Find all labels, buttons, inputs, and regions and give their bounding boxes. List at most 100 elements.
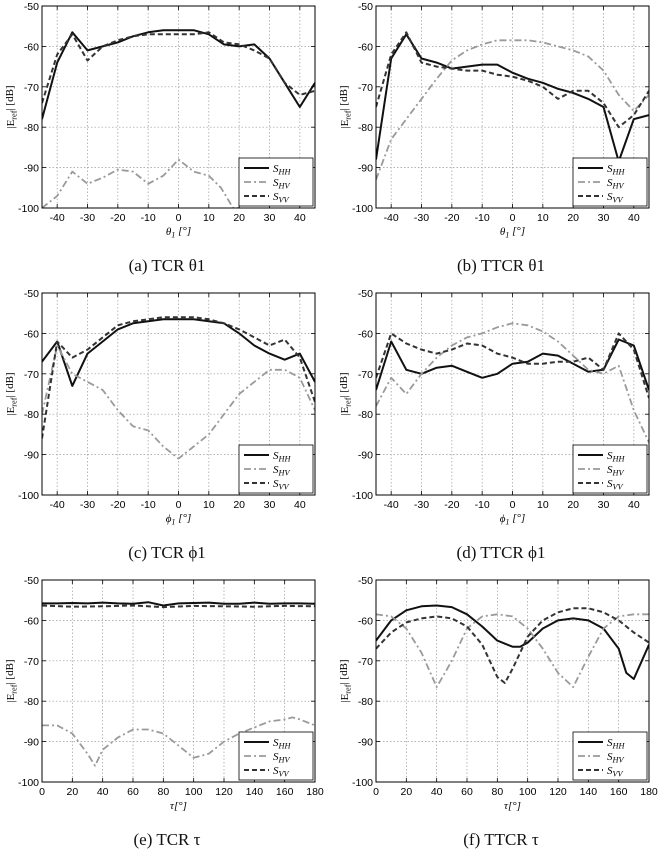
y-tick-label: -60	[24, 41, 39, 53]
x-tick-label: -10	[475, 499, 490, 511]
legend-label-s-hv: SHV	[607, 177, 624, 190]
caption-b: (b) TTCR θ1	[456, 256, 546, 275]
legend-label-s-hh: SHH	[607, 163, 625, 176]
series-line-s-hh	[42, 29, 315, 120]
x-tick-label: 40	[97, 786, 109, 798]
x-tick-label: 10	[537, 499, 549, 511]
y-tick-label: -50	[358, 575, 373, 587]
x-tick-label: 40	[294, 212, 306, 224]
y-tick-label: -70	[24, 369, 39, 381]
y-tick-label: -50	[24, 1, 39, 13]
series-line-s-hv	[42, 344, 315, 460]
plot-d: -40 -30 -20 -10 0 10 20 30 40-100-90-80-70-60-50…	[338, 288, 650, 526]
x-tick-label: -40	[50, 212, 65, 224]
caption-f: (f) TTCR τ	[463, 830, 539, 849]
caption-e: (e) TCR τ	[133, 830, 201, 849]
panel-c: -40 -30 -20 -10 0 10 20 30 40 -100 -90 -80 -70 -60 -50…	[0, 287, 334, 574]
x-tick-label: 40	[294, 499, 306, 511]
y-tick-label: -80	[24, 409, 39, 421]
plot-c: -40 -30 -20 -10 0 10 20 30 40-100-90-80-70-60-50…	[4, 288, 316, 526]
y-tick-label: -60	[24, 328, 39, 340]
series-line-s-vv	[42, 316, 315, 439]
plot-a: -40 -30 -20 -10 0 10 20 30 40-100-90-80-70-60-50…	[4, 1, 316, 239]
x-tick-label: 160	[610, 786, 628, 798]
y-tick-label: -50	[24, 288, 39, 300]
x-tick-label: -40	[50, 499, 65, 511]
legend-label-s-vv: SVV	[273, 191, 290, 204]
x-axis-label: θ1 [°]	[166, 225, 191, 239]
legend-box	[572, 444, 648, 494]
y-tick-label: -90	[358, 737, 373, 749]
x-tick-label: -30	[80, 499, 95, 511]
y-axis-label: |Eref| [dB]	[338, 85, 352, 128]
series-line-s-hh	[42, 318, 315, 387]
legend-box	[238, 444, 314, 494]
x-tick-label: 60	[127, 786, 139, 798]
series-line-s-hh	[376, 604, 649, 680]
x-axis-label: τ[°]	[504, 800, 521, 812]
x-tick-label: -10	[475, 212, 490, 224]
y-axis-label: |Eref| [dB]	[4, 372, 18, 415]
series-line-s-hh	[42, 601, 315, 607]
legend-label-s-hv: SHV	[273, 464, 290, 477]
panel-b: -40 -30 -20 -10 0 10 20 30 40 -100 -90 -80 -70 -60 -50…	[334, 0, 668, 287]
x-tick-label: 0	[39, 786, 45, 798]
x-tick-label: -20	[444, 212, 459, 224]
y-tick-label: -100	[18, 777, 39, 789]
x-tick-label: 10	[203, 212, 215, 224]
legend-label-s-hv: SHV	[273, 177, 290, 190]
x-tick-label: -30	[414, 499, 429, 511]
x-tick-label: 0	[510, 212, 516, 224]
x-tick-label: 140	[246, 786, 264, 798]
x-tick-label: 120	[215, 786, 233, 798]
legend-label-s-hv: SHV	[607, 464, 624, 477]
y-axis-label: |Eref| [dB]	[338, 659, 352, 702]
x-tick-label: 30	[264, 212, 276, 224]
x-tick-label: 0	[176, 212, 182, 224]
x-tick-label: 30	[598, 499, 610, 511]
series-line-s-vv	[376, 607, 649, 684]
x-tick-label: 10	[203, 499, 215, 511]
y-tick-label: -70	[358, 369, 373, 381]
x-tick-label: 100	[185, 786, 203, 798]
series-line-s-hv	[376, 613, 649, 688]
y-tick-label: -80	[358, 696, 373, 708]
x-tick-label: 40	[628, 212, 640, 224]
series-line-s-vv	[42, 604, 315, 609]
caption-c: (c) TCR ϕ1	[128, 543, 206, 562]
x-tick-label: 60	[461, 786, 473, 798]
x-tick-label: 20	[233, 499, 245, 511]
y-tick-label: -90	[358, 450, 373, 462]
y-tick-label: -80	[358, 122, 373, 134]
y-tick-label: -90	[358, 163, 373, 175]
y-tick-label: -80	[24, 696, 39, 708]
y-tick-label: -50	[358, 288, 373, 300]
x-tick-label: 160	[276, 786, 294, 798]
series-line-s-hh	[376, 33, 649, 163]
series-line-s-hv	[376, 39, 649, 181]
y-tick-label: -90	[24, 737, 39, 749]
legend-label-s-hv: SHV	[273, 751, 290, 764]
legend-label-s-vv: SVV	[273, 765, 290, 778]
legend-label-s-hv: SHV	[607, 751, 624, 764]
x-tick-label: -20	[110, 212, 125, 224]
y-tick-label: -70	[24, 656, 39, 668]
x-tick-label: 30	[598, 212, 610, 224]
x-axis-label: τ[°]	[170, 800, 187, 812]
x-tick-label: 0	[373, 786, 379, 798]
x-tick-label: 30	[264, 499, 276, 511]
x-tick-label: -10	[141, 499, 156, 511]
y-tick-label: -70	[358, 82, 373, 94]
x-tick-label: 180	[640, 786, 658, 798]
series-line-s-vv	[376, 332, 649, 399]
y-tick-label: -100	[352, 490, 373, 502]
legend-box	[572, 157, 648, 207]
y-tick-label: -50	[358, 1, 373, 13]
y-axis-label: |Eref| [dB]	[4, 85, 18, 128]
y-tick-label: -80	[24, 122, 39, 134]
